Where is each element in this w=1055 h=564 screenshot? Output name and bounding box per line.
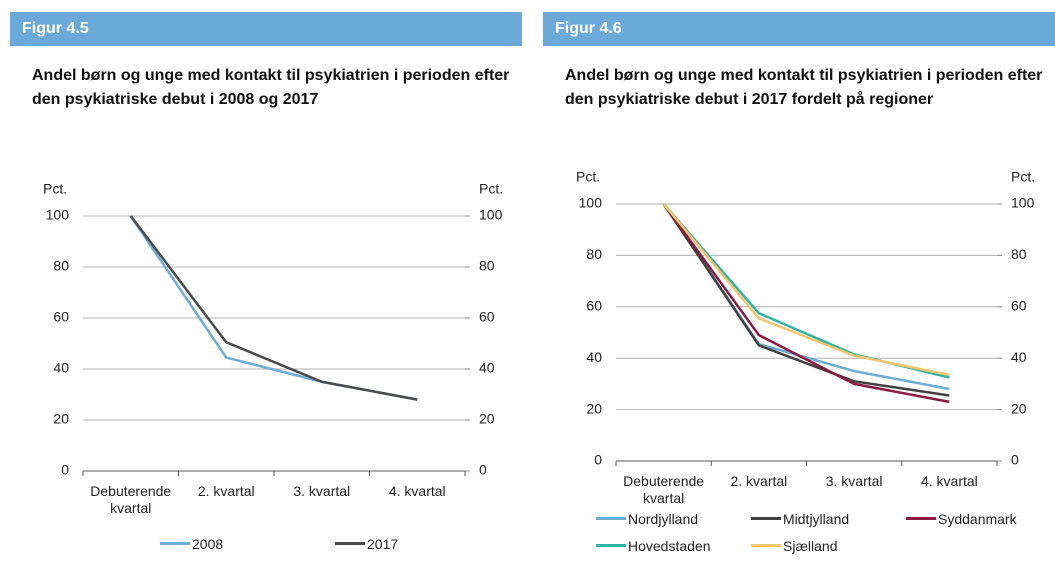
- y-tick-label: 100: [579, 195, 603, 211]
- y-tick-label: 60: [53, 309, 69, 325]
- y-tick-label: 20: [53, 411, 69, 427]
- y2-tick-label: 20: [1011, 400, 1027, 416]
- y2-tick-label: 0: [479, 462, 487, 478]
- legend-label: Syddanmark: [938, 510, 1017, 527]
- legend-label: 2008: [192, 535, 224, 552]
- series-line: [662, 203, 950, 391]
- legend: Nordjylland Midtjylland Syddanmark Hovedsta…: [596, 505, 1055, 559]
- legend-item: 2008: [160, 530, 335, 557]
- legend-item: Sjælland: [751, 532, 906, 559]
- figure-header: Figur 4.5: [10, 12, 522, 46]
- y2-tick-label: 60: [479, 309, 495, 325]
- y2-axis-label: Pct.: [479, 181, 503, 197]
- x-tick-label: 4. kvartal: [920, 473, 978, 489]
- series-line: [662, 203, 950, 379]
- y-tick-label: 0: [61, 462, 69, 478]
- y-tick-label: 40: [53, 360, 69, 376]
- x-tick-label: Debuterende kvartal: [623, 473, 705, 506]
- series-line: [129, 215, 418, 401]
- legend-label: Hovedstaden: [628, 537, 711, 554]
- legend: 2008 2017: [160, 530, 685, 557]
- legend-item: 2017: [335, 530, 510, 557]
- x-tick-label: 3. kvartal: [293, 483, 351, 499]
- legend-swatch: [751, 517, 781, 520]
- y2-tick-label: 100: [1011, 195, 1035, 211]
- legend-swatch: [751, 544, 781, 547]
- y2-tick-label: 0: [1011, 452, 1019, 468]
- y-axis-label: Pct.: [43, 181, 67, 197]
- y2-tick-label: 40: [1011, 349, 1027, 365]
- chart-title: Andel børn og unge med kontakt til psyki…: [565, 67, 1043, 108]
- y-axis-label: Pct.: [576, 169, 600, 185]
- y2-tick-label: 40: [479, 360, 495, 376]
- x-tick-label: 3. kvartal: [825, 473, 883, 489]
- x-tick-label: 2. kvartal: [197, 483, 255, 499]
- legend-label: Nordjylland: [628, 510, 699, 527]
- series-line: [662, 203, 950, 404]
- x-tick-label: 2. kvartal: [730, 473, 788, 489]
- y-tick-label: 0: [594, 452, 602, 468]
- y-tick-label: 100: [46, 207, 70, 223]
- y-tick-label: 40: [586, 349, 602, 365]
- legend-swatch: [160, 542, 190, 545]
- legend-swatch: [906, 517, 936, 520]
- x-tick-label: Debuterende kvartal: [90, 483, 172, 516]
- y-tick-label: 20: [586, 400, 602, 416]
- x-tick-label: 4. kvartal: [388, 483, 446, 499]
- legend-label: Midtjylland: [783, 510, 850, 527]
- chart-title: Andel børn og unge med kontakt til psyki…: [32, 67, 510, 108]
- series-line: [662, 203, 950, 397]
- y2-tick-label: 60: [1011, 298, 1027, 314]
- y2-tick-label: 100: [479, 207, 503, 223]
- legend-label: Sjælland: [783, 537, 838, 554]
- y-tick-label: 80: [53, 258, 69, 274]
- legend-swatch: [596, 544, 626, 547]
- figure-header: Figur 4.6: [543, 12, 1055, 46]
- y-tick-label: 60: [586, 298, 602, 314]
- legend-item: Nordjylland: [596, 505, 751, 532]
- legend-item: Syddanmark: [906, 505, 1055, 532]
- series-line: [129, 215, 418, 401]
- y2-tick-label: 20: [479, 411, 495, 427]
- legend-swatch: [335, 542, 365, 545]
- series-line: [662, 203, 950, 377]
- legend-item: Midtjylland: [751, 505, 906, 532]
- legend-swatch: [596, 517, 626, 520]
- y2-tick-label: 80: [479, 258, 495, 274]
- y2-tick-label: 80: [1011, 246, 1027, 262]
- y-tick-label: 80: [586, 246, 602, 262]
- legend-item: Hovedstaden: [596, 532, 751, 559]
- legend-label: 2017: [367, 535, 399, 552]
- y2-axis-label: Pct.: [1011, 169, 1035, 185]
